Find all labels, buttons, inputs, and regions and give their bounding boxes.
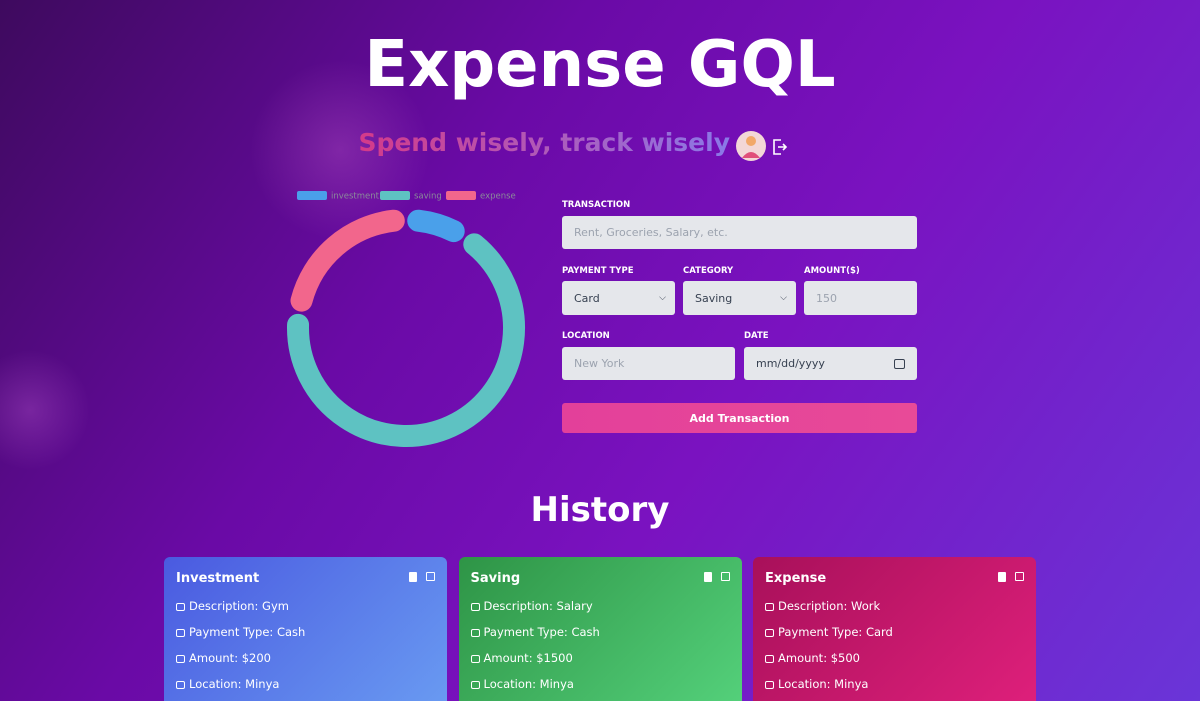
line-icon bbox=[765, 603, 774, 611]
card-line: Payment Type: Cash bbox=[176, 625, 305, 639]
line-text: Amount: $1500 bbox=[483, 651, 573, 665]
field-label: DATE bbox=[744, 331, 769, 341]
delete-icon[interactable] bbox=[409, 572, 417, 582]
location-input[interactable]: New York bbox=[562, 347, 735, 380]
line-icon bbox=[176, 629, 185, 637]
payment-select[interactable]: Card ⌵ bbox=[562, 281, 675, 315]
history-title: History bbox=[530, 490, 670, 530]
delete-icon[interactable] bbox=[998, 572, 1006, 582]
user-controls bbox=[736, 131, 788, 161]
field-label: LOCATION bbox=[562, 331, 610, 341]
card-line: Location: Minya bbox=[470, 677, 574, 691]
avatar-head bbox=[746, 136, 756, 146]
line-text: Payment Type: Card bbox=[778, 625, 893, 639]
doughnut-segment bbox=[287, 233, 525, 447]
edit-icon[interactable] bbox=[426, 572, 435, 581]
line-text: Description: Salary bbox=[483, 599, 593, 613]
legend-label: investment bbox=[331, 192, 380, 202]
line-icon bbox=[765, 629, 774, 637]
doughnut-chart: investment saving expense bbox=[287, 191, 525, 447]
field-label: TRANSACTION bbox=[562, 200, 631, 210]
chevron: ⌵ bbox=[780, 293, 787, 303]
line-text: Amount: $200 bbox=[189, 651, 271, 665]
line-text: Description: Gym bbox=[189, 599, 289, 613]
line-icon bbox=[470, 655, 480, 663]
line-text: Amount: $500 bbox=[778, 651, 860, 665]
legend-swatch bbox=[297, 191, 327, 200]
logout-icon[interactable] bbox=[773, 139, 788, 155]
amount-input[interactable]: 150 bbox=[804, 281, 917, 315]
legend-label: expense bbox=[480, 192, 516, 202]
history-card: Investment Description: Gym Payment Type: … bbox=[164, 557, 447, 701]
card-title: Saving bbox=[470, 571, 521, 586]
line-icon bbox=[765, 681, 774, 689]
card-line: Amount: $500 bbox=[765, 651, 860, 665]
doughnut-segment bbox=[290, 209, 405, 312]
field-label: CATEGORY bbox=[683, 266, 734, 276]
line-text: Payment Type: Cash bbox=[189, 625, 306, 639]
card-line: Payment Type: Cash bbox=[470, 625, 600, 639]
subtitle: Spend wisely, track wisely bbox=[300, 128, 730, 157]
line-icon bbox=[470, 629, 480, 637]
line-icon bbox=[470, 603, 480, 611]
calendar-icon bbox=[894, 358, 905, 369]
line-icon bbox=[176, 681, 185, 689]
card-title: Investment bbox=[176, 571, 260, 586]
card-line: Location: Minya bbox=[176, 677, 279, 691]
app-title: Expense GQL bbox=[364, 28, 836, 102]
card-line: Location: Minya bbox=[765, 677, 868, 691]
date-input[interactable]: mm/dd/yyyy bbox=[744, 347, 917, 380]
chevron: ⌵ bbox=[659, 293, 666, 303]
card-line: Description: Salary bbox=[470, 599, 593, 613]
field-label: AMOUNT($) bbox=[804, 266, 860, 276]
date-placeholder: mm/dd/yyyy bbox=[756, 357, 825, 370]
category-select[interactable]: Saving ⌵ bbox=[683, 281, 796, 315]
card-line: Description: Gym bbox=[176, 599, 289, 613]
history-card: Saving Description: Salary Payment Type: C… bbox=[458, 557, 742, 701]
history-card: Expense Description: Work Payment Type: Ca… bbox=[753, 557, 1036, 701]
legend-swatch bbox=[380, 191, 410, 200]
line-text: Location: Minya bbox=[483, 677, 574, 691]
delete-icon[interactable] bbox=[703, 572, 712, 582]
line-text: Location: Minya bbox=[189, 677, 280, 691]
field-label: PAYMENT TYPE bbox=[562, 266, 634, 276]
select-value: Saving bbox=[695, 291, 733, 305]
edit-icon[interactable] bbox=[1015, 572, 1024, 581]
transaction-input[interactable]: Rent, Groceries, Salary, etc. bbox=[562, 216, 917, 249]
card-line: Description: Work bbox=[765, 599, 880, 613]
avatar-body bbox=[742, 152, 760, 158]
select-value: Card bbox=[574, 291, 600, 305]
card-line: Amount: $1500 bbox=[470, 651, 573, 665]
add-button[interactable]: Add Transaction bbox=[562, 403, 917, 433]
card-title: Expense bbox=[765, 571, 827, 586]
line-icon bbox=[765, 655, 774, 663]
legend-label: saving bbox=[414, 192, 442, 202]
line-text: Description: Work bbox=[778, 599, 881, 613]
card-line: Payment Type: Card bbox=[765, 625, 893, 639]
card-line: Amount: $200 bbox=[176, 651, 271, 665]
line-icon bbox=[470, 681, 480, 689]
line-icon bbox=[176, 655, 185, 663]
edit-icon[interactable] bbox=[720, 572, 730, 581]
line-text: Payment Type: Cash bbox=[483, 625, 600, 639]
legend-swatch bbox=[446, 191, 476, 200]
doughnut-segment bbox=[407, 209, 465, 243]
line-icon bbox=[176, 603, 185, 611]
line-text: Location: Minya bbox=[778, 677, 869, 691]
